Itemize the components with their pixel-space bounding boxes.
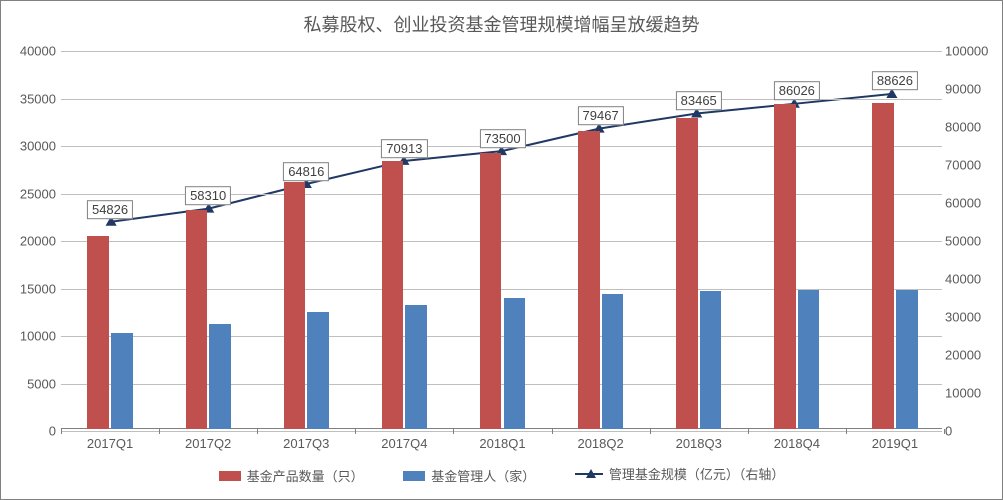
y-left-tick-label: 0 xyxy=(11,424,56,439)
y-left-tick-label: 10000 xyxy=(11,329,56,344)
legend-label-bar2: 基金管理人（家） xyxy=(431,466,535,485)
y-left-tick-label: 35000 xyxy=(11,91,56,106)
y-right-tick-label: 100000 xyxy=(945,44,997,59)
bar-managers xyxy=(209,324,231,429)
legend-swatch-bar2 xyxy=(403,471,425,481)
data-label: 73500 xyxy=(479,129,525,148)
bar-products xyxy=(284,182,306,429)
y-right-tick-label: 40000 xyxy=(945,272,997,287)
y-right-tick-label: 10000 xyxy=(945,386,997,401)
data-label: 58310 xyxy=(185,187,231,206)
bar-managers xyxy=(896,290,918,429)
bar-products xyxy=(774,104,796,429)
x-tick xyxy=(846,429,847,434)
y-right-tick-label: 60000 xyxy=(945,196,997,211)
legend-label-bar1: 基金产品数量（只） xyxy=(247,466,364,485)
y-right-tick-label: 90000 xyxy=(945,82,997,97)
bar-managers xyxy=(307,312,329,429)
y-left-tick-label: 20000 xyxy=(11,234,56,249)
y-right-tick-label: 30000 xyxy=(945,310,997,325)
chart-container: 私募股权、创业投资基金管理规模增幅呈放缓趋势 05000100001500020… xyxy=(0,0,1003,500)
x-tick-label: 2017Q4 xyxy=(381,436,427,451)
y-right-tick-label: 20000 xyxy=(945,348,997,363)
x-tick xyxy=(552,429,553,434)
data-label: 88626 xyxy=(872,71,918,90)
x-tick xyxy=(748,429,749,434)
x-tick-label: 2018Q2 xyxy=(577,436,623,451)
legend-item-line1: 管理基金规模（亿元）（右轴） xyxy=(575,464,785,483)
bar-managers xyxy=(504,298,526,429)
x-tick-label: 2017Q2 xyxy=(185,436,231,451)
data-label: 86026 xyxy=(774,81,820,100)
x-tick xyxy=(159,429,160,434)
data-label: 70913 xyxy=(381,139,427,158)
y-left-tick-label: 40000 xyxy=(11,44,56,59)
y-left-tick-label: 15000 xyxy=(11,281,56,296)
x-tick-label: 2019Q1 xyxy=(872,436,918,451)
y-right-tick-label: 50000 xyxy=(945,234,997,249)
x-tick-label: 2018Q3 xyxy=(676,436,722,451)
bar-products xyxy=(87,236,109,429)
y-left-tick-label: 25000 xyxy=(11,186,56,201)
bar-products xyxy=(872,103,894,429)
y-left-tick-label: 5000 xyxy=(11,376,56,391)
y-left-tick-label: 30000 xyxy=(11,139,56,154)
bar-products xyxy=(382,161,404,429)
legend-swatch-bar1 xyxy=(219,471,241,481)
plot-area: 0500010000150002000025000300003500040000… xyxy=(61,51,942,429)
legend-item-bar1: 基金产品数量（只） xyxy=(219,466,364,485)
bar-products xyxy=(578,131,600,429)
x-tick xyxy=(61,429,62,434)
data-label: 83465 xyxy=(676,91,722,110)
x-tick-label: 2018Q4 xyxy=(774,436,820,451)
y-right-tick-label: 70000 xyxy=(945,158,997,173)
x-tick-label: 2017Q1 xyxy=(87,436,133,451)
bar-managers xyxy=(405,305,427,429)
bar-products xyxy=(186,210,208,429)
x-tick xyxy=(257,429,258,434)
bar-managers xyxy=(111,333,133,429)
legend-label-line1: 管理基金规模（亿元）（右轴） xyxy=(609,464,785,483)
data-label: 54826 xyxy=(87,200,133,219)
x-tick xyxy=(650,429,651,434)
x-tick xyxy=(355,429,356,434)
y-right-tick-label: 0 xyxy=(945,424,997,439)
bar-managers xyxy=(798,290,820,429)
x-tick-label: 2018Q1 xyxy=(479,436,525,451)
x-tick-label: 2017Q3 xyxy=(283,436,329,451)
bar-managers xyxy=(602,294,624,429)
bar-managers xyxy=(700,291,722,429)
legend-item-bar2: 基金管理人（家） xyxy=(403,466,535,485)
gridline xyxy=(61,431,942,432)
bar-products xyxy=(480,153,502,429)
x-tick xyxy=(944,429,945,434)
x-tick xyxy=(453,429,454,434)
bar-products xyxy=(676,118,698,429)
data-label: 64816 xyxy=(283,162,329,181)
gridline xyxy=(61,51,942,52)
legend-marker-line1 xyxy=(575,467,603,481)
chart-title: 私募股权、创业投资基金管理规模增幅呈放缓趋势 xyxy=(1,1,1002,37)
legend: 基金产品数量（只） 基金管理人（家） 管理基金规模（亿元）（右轴） xyxy=(1,464,1002,485)
y-right-tick-label: 80000 xyxy=(945,120,997,135)
data-label: 79467 xyxy=(578,106,624,125)
